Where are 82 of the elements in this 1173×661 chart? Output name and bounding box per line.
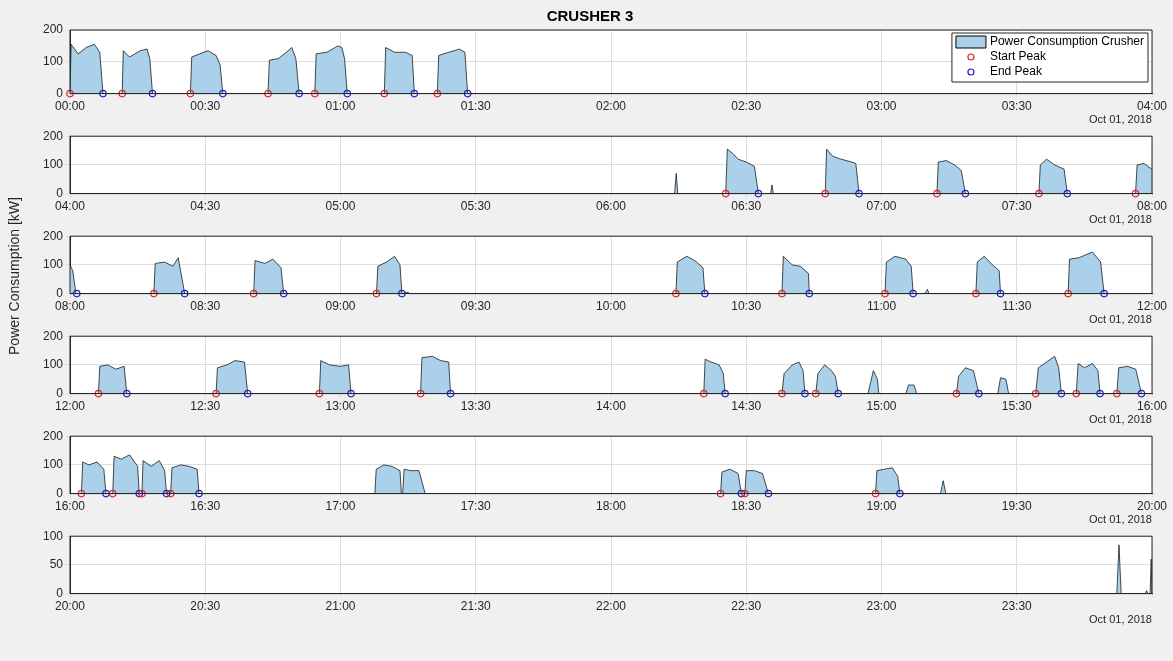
y-tick-label: 100 — [42, 457, 64, 472]
x-tick-label: 23:30 — [1001, 599, 1033, 614]
x-tick-label: 12:00 — [54, 399, 86, 414]
x-tick-label: 16:00 — [54, 499, 86, 514]
y-tick-label: 100 — [42, 357, 64, 372]
x-tick-label: 08:00 — [54, 299, 86, 314]
x-tick-label: 10:00 — [595, 299, 627, 314]
chart-title: CRUSHER 3 — [546, 7, 634, 25]
x-tick-label: 13:30 — [460, 399, 492, 414]
x-tick-label: 08:00 — [1136, 199, 1168, 214]
x-tick-label: 04:00 — [54, 199, 86, 214]
y-tick-label: 0 — [56, 85, 64, 100]
x-tick-label: 16:30 — [190, 499, 221, 514]
x-tick-label: 11:30 — [1002, 299, 1032, 314]
y-tick-label: 100 — [42, 257, 64, 272]
text: Oct 01, 2018 — [1089, 312, 1152, 325]
y-tick-label: 0 — [56, 285, 64, 300]
x-tick-label: 03:00 — [866, 99, 897, 114]
x-tick-label: 10:30 — [731, 299, 762, 314]
x-tick-label: 07:00 — [866, 199, 897, 214]
y-tick-label: 100 — [42, 157, 64, 172]
x-tick-label: 22:00 — [595, 599, 627, 614]
x-tick-label: 00:30 — [190, 99, 221, 114]
text: Oct 01, 2018 — [1089, 212, 1152, 225]
y-tick-label: 200 — [42, 228, 64, 243]
legend-label: Start Peak — [989, 49, 1047, 64]
x-tick-label: 07:30 — [1001, 199, 1033, 214]
y-tick-label: 0 — [56, 185, 64, 200]
x-tick-label: 01:30 — [460, 99, 492, 114]
x-tick-label: 04:00 — [1136, 99, 1168, 114]
x-tick-label: 00:00 — [54, 99, 86, 114]
x-tick-label: 05:00 — [325, 199, 356, 214]
y-tick-label: 0 — [56, 385, 64, 400]
x-tick-label: 02:00 — [595, 99, 627, 114]
text: Oct 01, 2018 — [1089, 612, 1152, 625]
x-tick-label: 06:30 — [731, 199, 762, 214]
x-tick-label: 17:00 — [325, 499, 356, 514]
y-tick-label: 200 — [42, 428, 64, 443]
x-tick-label: 03:30 — [1001, 99, 1033, 114]
text: Oct 01, 2018 — [1089, 112, 1152, 125]
x-tick-label: 01:00 — [325, 99, 356, 114]
y-tick-label: 200 — [42, 22, 64, 37]
legend-label: Power Consumption Crusher — [989, 34, 1145, 49]
x-tick-label: 16:00 — [1136, 399, 1168, 414]
y-tick-label: 100 — [42, 54, 64, 69]
x-tick-label: 11:00 — [866, 299, 897, 314]
x-tick-label: 14:30 — [731, 399, 762, 414]
x-tick-label: 15:00 — [866, 399, 897, 414]
x-tick-label: 19:30 — [1001, 499, 1033, 514]
legend-label: End Peak — [989, 64, 1043, 79]
y-tick-label: 0 — [56, 485, 64, 500]
x-tick-label: 12:00 — [1136, 299, 1168, 314]
x-tick-label: 20:00 — [54, 599, 86, 614]
x-tick-label: 19:00 — [866, 499, 897, 514]
x-tick-label: 06:00 — [595, 199, 627, 214]
text: Oct 01, 2018 — [1089, 412, 1152, 425]
y-tick-label: 200 — [42, 328, 64, 343]
x-tick-label: 22:30 — [731, 599, 762, 614]
x-tick-label: 17:30 — [460, 499, 492, 514]
x-tick-label: 20:00 — [1136, 499, 1168, 514]
x-tick-label: 09:30 — [460, 299, 492, 314]
x-tick-label: 18:30 — [731, 499, 762, 514]
y-tick-label: 100 — [42, 528, 64, 543]
x-tick-label: 13:00 — [325, 399, 356, 414]
y-tick-label: 200 — [42, 128, 64, 143]
x-tick-label: 18:00 — [595, 499, 627, 514]
y-tick-label: 0 — [56, 585, 64, 600]
x-tick-label: 09:00 — [325, 299, 356, 314]
x-tick-label: 05:30 — [460, 199, 492, 214]
y-tick-label: 50 — [49, 557, 64, 572]
x-tick-label: 02:30 — [731, 99, 762, 114]
x-tick-label: 15:30 — [1001, 399, 1033, 414]
x-tick-label: 21:30 — [460, 599, 492, 614]
text: Oct 01, 2018 — [1089, 512, 1152, 525]
y-axis-title: Power Consumption [kW] — [5, 197, 22, 355]
x-tick-label: 08:30 — [190, 299, 221, 314]
x-tick-label: 12:30 — [190, 399, 221, 414]
x-tick-label: 23:00 — [866, 599, 897, 614]
x-tick-label: 04:30 — [190, 199, 221, 214]
x-tick-label: 21:00 — [325, 599, 356, 614]
x-tick-label: 14:00 — [595, 399, 627, 414]
x-tick-label: 20:30 — [190, 599, 221, 614]
